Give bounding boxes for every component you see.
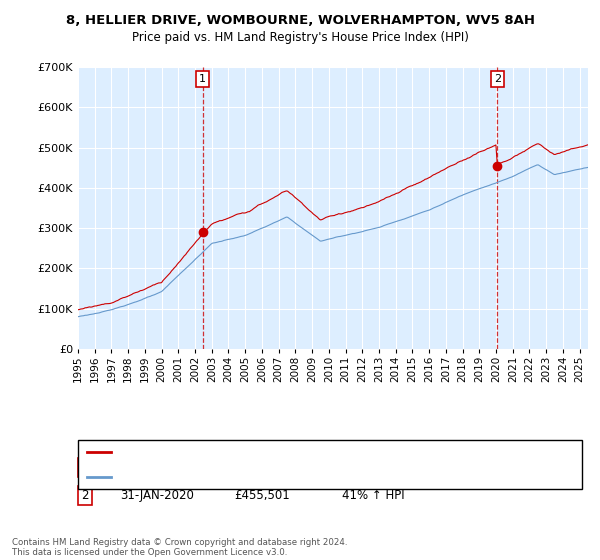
Text: 41% ↑ HPI: 41% ↑ HPI [342, 489, 404, 502]
Text: £289,500: £289,500 [234, 461, 290, 474]
Text: Price paid vs. HM Land Registry's House Price Index (HPI): Price paid vs. HM Land Registry's House … [131, 31, 469, 44]
Text: 31-JAN-2020: 31-JAN-2020 [120, 489, 194, 502]
Text: 1: 1 [199, 74, 206, 84]
Text: 77% ↑ HPI: 77% ↑ HPI [342, 461, 404, 474]
Text: 2: 2 [494, 74, 501, 84]
Text: Contains HM Land Registry data © Crown copyright and database right 2024.
This d: Contains HM Land Registry data © Crown c… [12, 538, 347, 557]
Text: HPI: Average price, detached house, South Staffordshire: HPI: Average price, detached house, Sout… [116, 472, 410, 482]
Text: £455,501: £455,501 [234, 489, 290, 502]
Text: 8, HELLIER DRIVE, WOMBOURNE, WOLVERHAMPTON, WV5 8AH (detached house): 8, HELLIER DRIVE, WOMBOURNE, WOLVERHAMPT… [116, 447, 538, 457]
Text: 8, HELLIER DRIVE, WOMBOURNE, WOLVERHAMPTON, WV5 8AH: 8, HELLIER DRIVE, WOMBOURNE, WOLVERHAMPT… [65, 14, 535, 27]
Text: 1: 1 [82, 461, 89, 474]
Text: 2: 2 [82, 489, 89, 502]
Text: 17-JUN-2002: 17-JUN-2002 [120, 461, 195, 474]
